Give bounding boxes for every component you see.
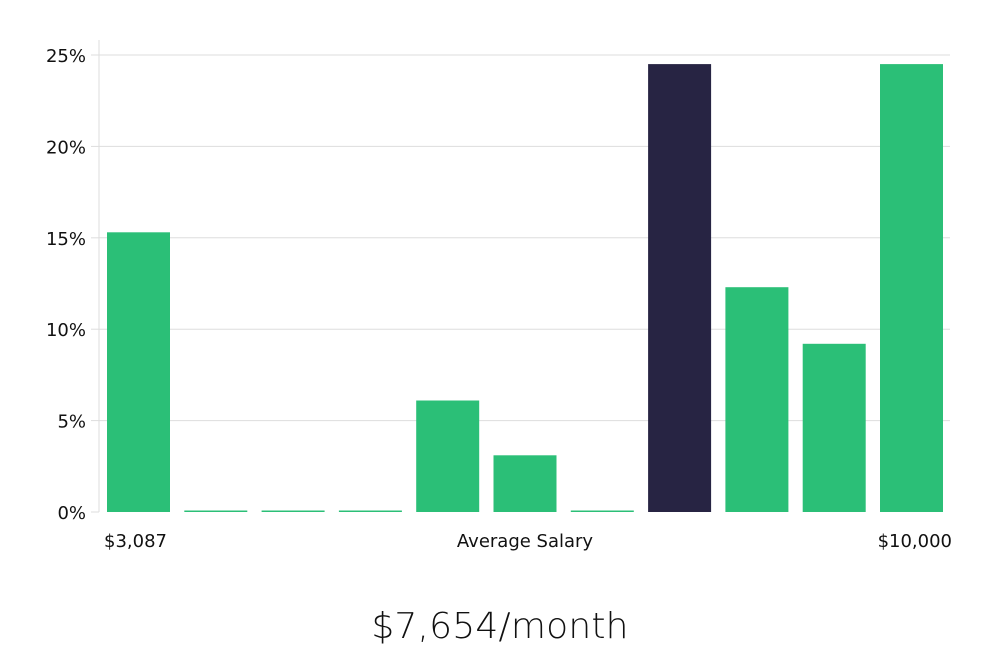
bar <box>880 64 943 512</box>
bar-highlighted <box>648 64 712 512</box>
bar <box>493 455 557 512</box>
y-tick-label: 20% <box>46 137 86 158</box>
salary-distribution-chart: 0% 5% 10% 15% 20% 25% $3,087 Average Salary $… <box>46 40 952 552</box>
y-tick-label: 15% <box>46 229 86 250</box>
bar <box>416 400 480 512</box>
y-tick-label: 5% <box>57 412 86 433</box>
bars <box>107 64 943 513</box>
average-salary-value: $7,654/month <box>371 606 629 647</box>
bar <box>184 510 248 512</box>
bar <box>725 287 789 512</box>
x-axis-label: Average Salary <box>457 531 594 552</box>
y-tick-label: 0% <box>57 503 86 524</box>
x-min-label: $3,087 <box>104 531 167 552</box>
bar <box>570 510 634 512</box>
y-tick-label: 10% <box>46 320 86 341</box>
x-max-label: $10,000 <box>878 531 952 552</box>
bar <box>261 510 325 512</box>
bar <box>338 510 402 512</box>
y-tick-labels: 0% 5% 10% 15% 20% 25% <box>46 46 86 524</box>
bar <box>802 343 866 512</box>
bar <box>107 232 170 513</box>
y-tick-label: 25% <box>46 46 86 67</box>
